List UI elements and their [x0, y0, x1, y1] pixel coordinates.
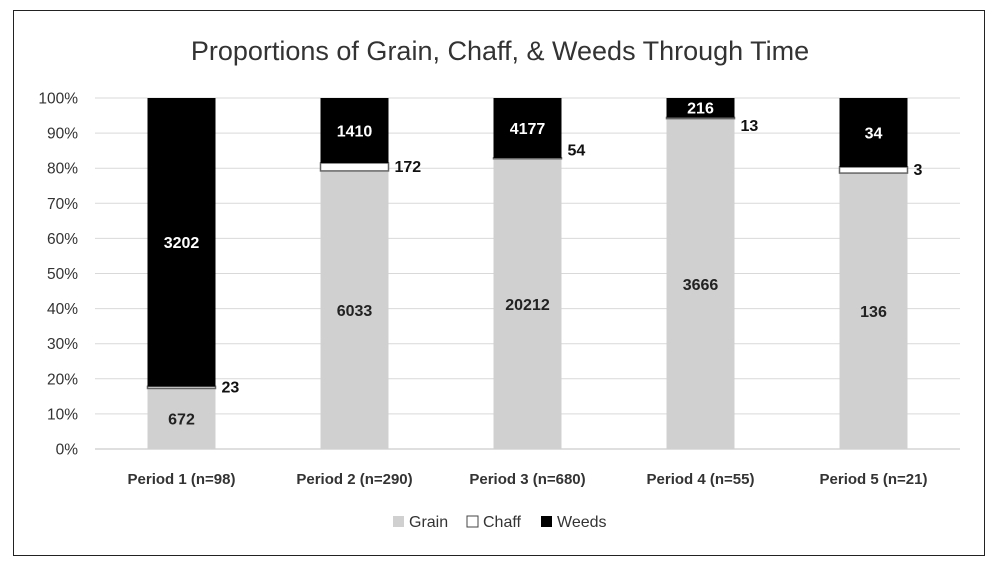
bar-weeds-3 [493, 98, 562, 158]
y-tick-label: 40% [47, 301, 78, 318]
data-label-grain: 3666 [683, 277, 719, 294]
y-tick-label: 10% [47, 406, 78, 423]
data-label-chaff: 23 [222, 379, 240, 396]
y-tick-label: 100% [38, 91, 78, 108]
y-tick-label: 0% [56, 442, 79, 459]
y-tick-label: 30% [47, 336, 78, 353]
bar-chaff-1 [146, 385, 217, 390]
y-tick-label: 50% [47, 266, 78, 283]
bar-weeds-5 [839, 98, 908, 167]
bar-chaff-4 [665, 116, 736, 120]
bars [146, 98, 909, 449]
data-labels: 672 23 3202 6033 172 1410 20212 54 4177 3666 13 216… [164, 101, 923, 429]
chart-title: Proportions of Grain, Chaff, & Weeds Thr… [191, 36, 809, 66]
data-label-grain: 20212 [505, 297, 550, 314]
data-label-grain: 136 [860, 304, 887, 321]
x-category-label: Period 2 (n=290) [296, 471, 412, 488]
legend-label-grain: Grain [409, 514, 448, 531]
data-label-weeds: 4177 [510, 121, 546, 138]
legend-swatch-weeds [541, 516, 552, 527]
legend-swatch-grain [393, 516, 404, 527]
data-label-weeds: 216 [687, 101, 714, 118]
y-tick-label: 70% [47, 196, 78, 213]
x-category-label: Period 1 (n=98) [128, 471, 236, 488]
data-label-weeds: 34 [865, 125, 883, 142]
bar-chaff-2 [319, 162, 390, 172]
bar-chaff-5 [838, 166, 909, 174]
bar-weeds-4 [666, 98, 735, 118]
y-tick-label: 90% [47, 126, 78, 143]
x-category-label: Period 3 (n=680) [469, 471, 585, 488]
y-tick-label: 20% [47, 371, 78, 388]
legend: Grain Chaff Weeds [393, 514, 607, 531]
x-category-label: Period 5 (n=21) [820, 471, 928, 488]
data-label-chaff: 172 [395, 159, 422, 176]
bar-grain-1 [147, 388, 216, 449]
data-label-chaff: 13 [741, 118, 759, 135]
bar-grain-2 [320, 170, 389, 449]
x-category-label: Period 4 (n=55) [647, 471, 755, 488]
x-axis-categories: Period 1 (n=98) Period 2 (n=290) Period 3 … [128, 471, 928, 488]
data-label-chaff: 3 [914, 162, 923, 179]
bar-weeds-2 [320, 98, 389, 163]
bar-grain-4 [666, 118, 735, 449]
bar-grain-5 [839, 173, 908, 449]
data-label-weeds: 3202 [164, 235, 200, 252]
legend-label-chaff: Chaff [483, 514, 522, 531]
bar-chaff-3 [492, 157, 563, 160]
data-label-grain: 6033 [337, 303, 373, 320]
data-label-chaff: 54 [568, 142, 586, 159]
data-label-grain: 672 [168, 412, 195, 429]
y-tick-label: 80% [47, 161, 78, 178]
y-axis-ticks: 0% 10% 20% 30% 40% 50% 60% 70% 80% 90% 100% [38, 91, 78, 459]
bar-weeds-1 [147, 98, 216, 387]
bar-grain-3 [493, 158, 562, 449]
legend-label-weeds: Weeds [557, 514, 607, 531]
y-tick-label: 60% [47, 231, 78, 248]
legend-swatch-chaff [466, 515, 479, 528]
data-label-weeds: 1410 [337, 123, 373, 140]
